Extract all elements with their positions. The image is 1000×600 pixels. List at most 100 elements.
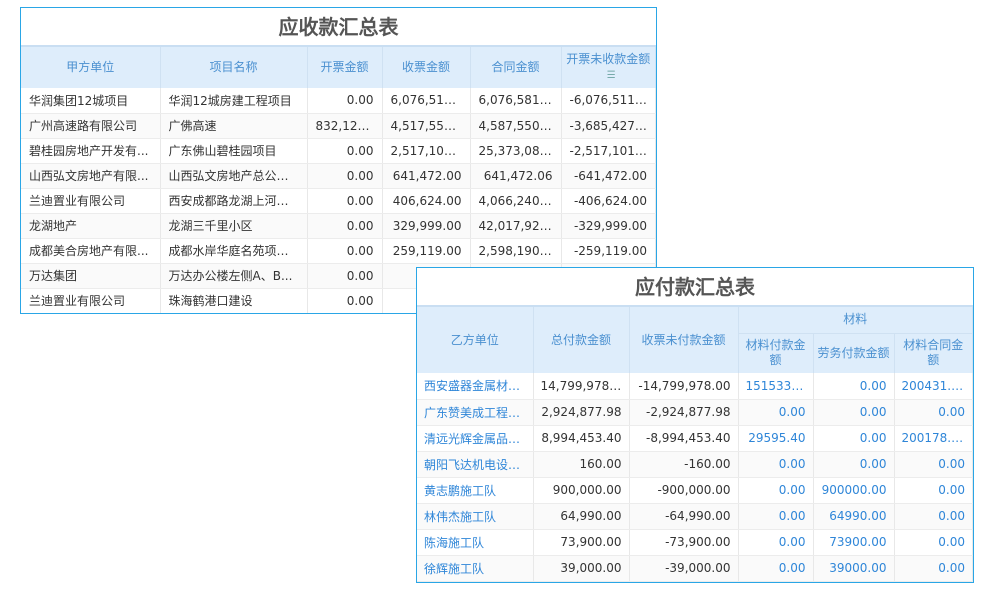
header-label: 开票金额 [320,60,369,74]
cell: 4,517,550.00 [382,113,471,139]
header-label: 收票金额 [401,60,450,74]
cell: 0.00 [307,213,383,239]
table-row[interactable]: 广东赞美成工程有限 2,924,877.98 -2,924,877.98 0.00 0.… [417,399,973,426]
cell: 碧桂园房地产开发有... [21,138,161,164]
table-row[interactable]: 华润集团12城项目 华润12城房建工程项目 0.00 6,076,511.00 6,07… [21,88,656,114]
cell: 0.00 [738,529,814,556]
header-labor-paid[interactable]: 劳务付款金额 [813,333,895,373]
table-row[interactable]: 陈海施工队 73,900.00 -73,900.00 0.00 73900.00 0.00 [417,529,973,556]
table-row[interactable]: 碧桂园房地产开发有... 广东佛山碧桂园项目 0.00 2,517,101.00 25,… [21,138,656,164]
cell: 华润集团12城项目 [21,88,161,114]
cell: 6,076,581.00 [470,88,562,114]
cell: 14,799,978.00 [533,373,630,400]
header-material-paid[interactable]: 材料付款金额 [738,333,814,373]
header-label: 开票未收款金额 [566,52,651,66]
header-unpaid[interactable]: 收票未付款金额 [629,307,739,373]
cell: 2,598,190.00 [470,238,562,264]
cell: 0.00 [738,503,814,530]
table-row[interactable]: 广州高速路有限公司 广佛高速 832,123.00 4,517,550.00 4,587… [21,113,656,139]
payable-title: 应付款汇总表 [417,268,973,307]
receivable-table: 甲方单位 项目名称 开票金额 收票金额 合同金额 开票未收款金额 ☰ 华润集团12城项目 华润… [21,47,656,313]
cell: 0.00 [307,263,383,289]
cell: 25,373,082.00 [470,138,562,164]
table-row[interactable]: 林伟杰施工队 64,990.00 -64,990.00 0.00 64990.00 0.0… [417,503,973,530]
table-row[interactable]: 西安盛器金属材料有 14,799,978.00 -14,799,978.00 1515… [417,373,973,400]
cell: -900,000.00 [629,477,739,504]
table-row[interactable]: 成都美合房地产有限... 成都水岸华庭名苑项目... 0.00 259,119.00 2… [21,238,656,264]
cell: 珠海鹤港口建设 [160,288,308,313]
cell: 0.00 [894,477,973,504]
header-col-2[interactable]: 开票金额 [307,47,383,88]
header-material-contract[interactable]: 材料合同金额 [894,333,973,373]
header-col-3[interactable]: 收票金额 [382,47,471,88]
table-row[interactable]: 朝阳飞达机电设备有 160.00 -160.00 0.00 0.00 0.00 [417,451,973,478]
cell: 0.00 [894,529,973,556]
receivable-title: 应收款汇总表 [21,8,656,47]
header-label: 合同金额 [491,60,540,74]
cell: 山西弘文房地产有限... [21,163,161,189]
cell: -641,472.00 [561,163,656,189]
supplier-link[interactable]: 徐辉施工队 [417,555,534,582]
header-col-1[interactable]: 项目名称 [160,47,308,88]
payable-table: 乙方单位 总付款金额 收票未付款金额 材料 材料付款金额 劳务付款金额 材料合同… [417,307,973,582]
cell: 0.00 [738,451,814,478]
cell: 39,000.00 [533,555,630,582]
cell: -3,685,427.00 [561,113,656,139]
table-row[interactable]: 兰迪置业有限公司 西安成都路龙湖上河城... 0.00 406,624.00 4,066… [21,188,656,214]
cell: 151533.00 [738,373,814,400]
table-row[interactable]: 山西弘文房地产有限... 山西弘文房地产总公司... 0.00 641,472.00 6… [21,163,656,189]
cell: 0.00 [813,373,895,400]
table-row[interactable]: 龙湖地产 龙湖三千里小区 0.00 329,999.00 42,017,925.00 -3… [21,213,656,239]
cell: -259,119.00 [561,238,656,264]
cell: -73,900.00 [629,529,739,556]
cell: 0.00 [894,555,973,582]
header-label: 甲方单位 [66,60,115,74]
header-label: 项目名称 [209,60,258,74]
cell: -406,624.00 [561,188,656,214]
header-col-0[interactable]: 甲方单位 [21,47,161,88]
supplier-link[interactable]: 广东赞美成工程有限 [417,399,534,426]
payable-summary-panel: 应付款汇总表 乙方单位 总付款金额 收票未付款金额 材料 材料付款金额 劳务付款… [416,267,974,583]
supplier-link[interactable]: 西安盛器金属材料有 [417,373,534,400]
cell: 兰迪置业有限公司 [21,288,161,313]
cell: -160.00 [629,451,739,478]
header-total-paid[interactable]: 总付款金额 [533,307,630,373]
cell: 64,990.00 [533,503,630,530]
cell: 641,472.00 [382,163,471,189]
supplier-link[interactable]: 黄志鹏施工队 [417,477,534,504]
supplier-link[interactable]: 清远光辉金属品有限 [417,425,534,452]
header-col-4[interactable]: 合同金额 [470,47,562,88]
cell: 259,119.00 [382,238,471,264]
cell: 0.00 [813,451,895,478]
cell: 900000.00 [813,477,895,504]
cell: -64,990.00 [629,503,739,530]
sort-icon[interactable]: ☰ [606,70,616,81]
cell: 406,624.00 [382,188,471,214]
cell: 8,994,453.40 [533,425,630,452]
cell: 900,000.00 [533,477,630,504]
cell: 73900.00 [813,529,895,556]
supplier-link[interactable]: 林伟杰施工队 [417,503,534,530]
cell: 西安成都路龙湖上河城... [160,188,308,214]
header-col-5[interactable]: 开票未收款金额 ☰ [561,47,656,88]
supplier-link[interactable]: 陈海施工队 [417,529,534,556]
cell: 4,066,240.00 [470,188,562,214]
receivable-summary-panel: 应收款汇总表 甲方单位 项目名称 开票金额 收票金额 合同金额 开票未收款金额 ☰ 华润集团… [20,7,657,314]
cell: 0.00 [307,138,383,164]
cell: 兰迪置业有限公司 [21,188,161,214]
cell: 万达集团 [21,263,161,289]
cell: -6,076,511.00 [561,88,656,114]
cell: 200431.00 [894,373,973,400]
cell: 42,017,925.00 [470,213,562,239]
header-supplier[interactable]: 乙方单位 [417,307,534,373]
table-row[interactable]: 徐辉施工队 39,000.00 -39,000.00 0.00 39000.00 0.00 [417,555,973,582]
cell: 0.00 [894,399,973,426]
table-row[interactable]: 黄志鹏施工队 900,000.00 -900,000.00 0.00 900000.00… [417,477,973,504]
cell: -2,517,101.00 [561,138,656,164]
cell: 0.00 [813,425,895,452]
cell: 641,472.06 [470,163,562,189]
supplier-link[interactable]: 朝阳飞达机电设备有 [417,451,534,478]
cell: 龙湖地产 [21,213,161,239]
table-row[interactable]: 清远光辉金属品有限 8,994,453.40 -8,994,453.40 29595.… [417,425,973,452]
cell: 0.00 [738,555,814,582]
